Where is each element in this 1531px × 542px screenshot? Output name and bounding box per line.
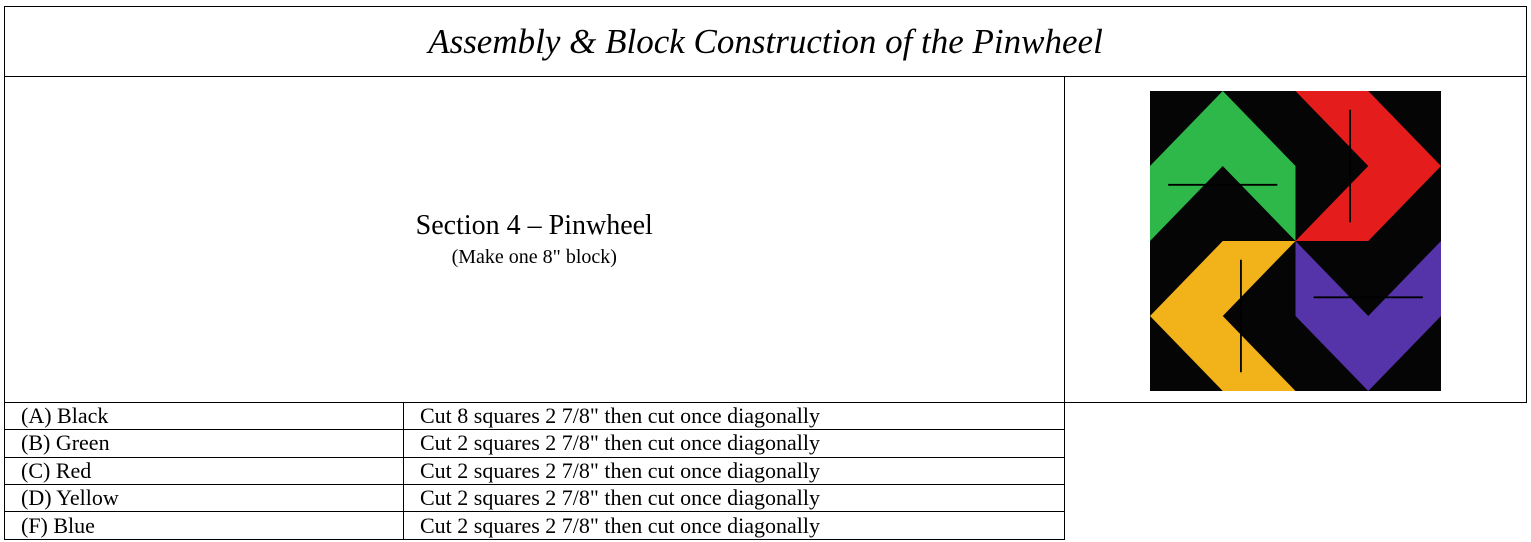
image-cell	[1063, 76, 1527, 403]
cut-instruction: Cut 2 squares 2 7/8" then cut once diago…	[403, 484, 1065, 513]
section-heading: Section 4 – Pinwheel	[415, 209, 653, 241]
fabric-label: (D) Yellow	[4, 484, 404, 513]
cut-instruction: Cut 8 squares 2 7/8" then cut once diago…	[403, 401, 1065, 431]
cut-instruction: Cut 2 squares 2 7/8" then cut once diago…	[403, 511, 1065, 540]
fabric-label: (B) Green	[4, 429, 404, 458]
cut-instruction: Cut 2 squares 2 7/8" then cut once diago…	[403, 456, 1065, 486]
cut-row: (C) Red Cut 2 squares 2 7/8" then cut onc…	[4, 456, 1527, 486]
title: Assembly & Block Construction of the Pin…	[4, 5, 1527, 78]
fabric-label: (F) Blue	[4, 511, 404, 540]
section-subheading: (Make one 8" block)	[451, 245, 617, 268]
cut-row: (D) Yellow Cut 2 squares 2 7/8" then cut …	[4, 484, 1527, 513]
cut-instruction: Cut 2 squares 2 7/8" then cut once diago…	[403, 429, 1065, 458]
pinwheel-image	[1149, 91, 1441, 392]
section-header: Section 4 – Pinwheel (Make one 8" block)	[4, 76, 1065, 403]
fabric-label: (A) Black	[4, 401, 404, 431]
cut-row: (A) Black Cut 8 squares 2 7/8" then cut o…	[4, 401, 1527, 431]
block-table: Assembly & Block Construction of the Pin…	[4, 5, 1527, 540]
fabric-label: (C) Red	[4, 456, 404, 486]
cut-row: (B) Green Cut 2 squares 2 7/8" then cut o…	[4, 429, 1527, 458]
cut-row: (F) Blue Cut 2 squares 2 7/8" then cut on…	[4, 511, 1527, 540]
